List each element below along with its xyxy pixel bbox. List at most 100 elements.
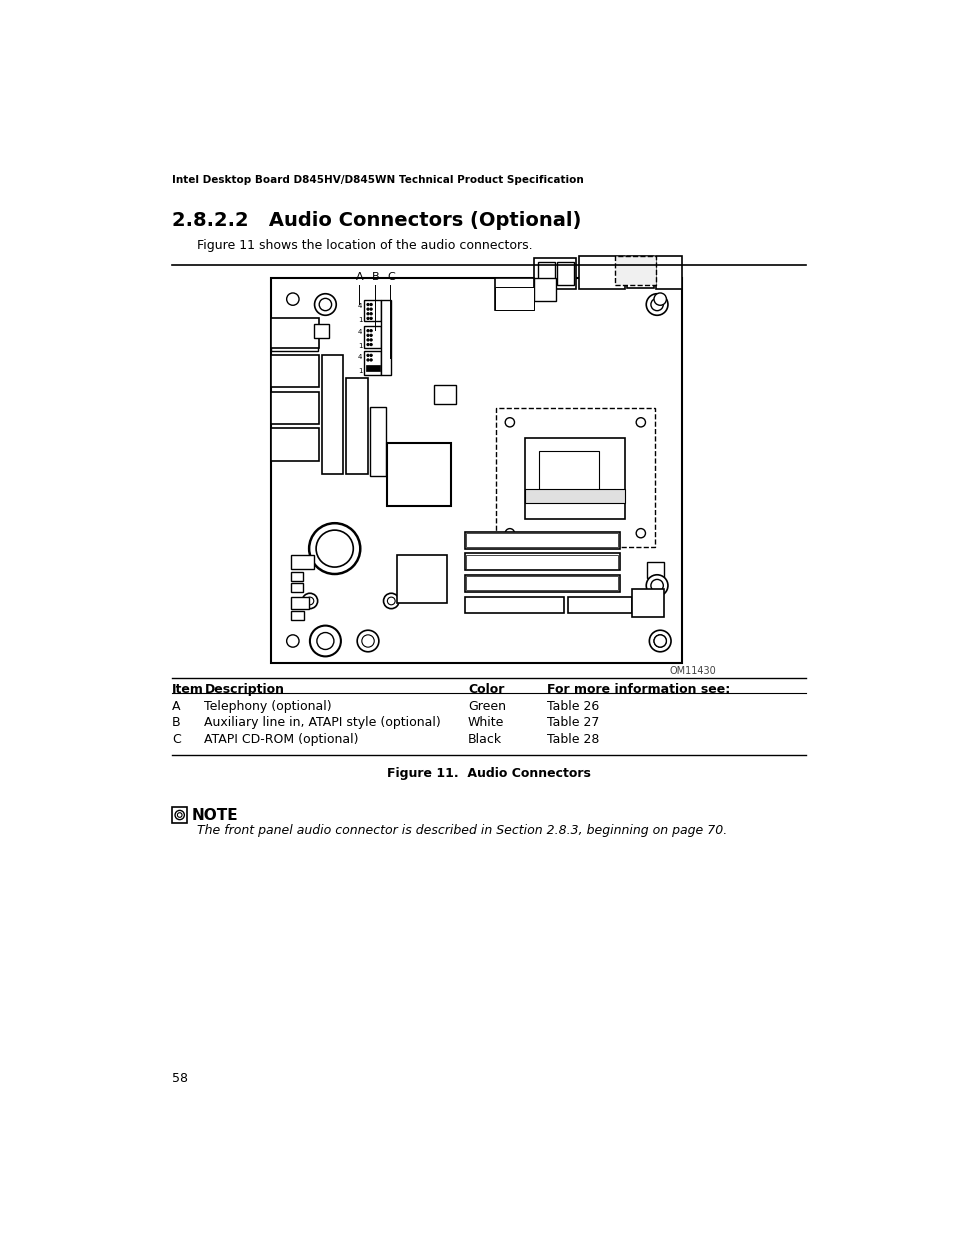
Circle shape bbox=[367, 308, 369, 310]
Text: B: B bbox=[372, 272, 379, 282]
Circle shape bbox=[370, 343, 372, 346]
Bar bbox=[364, 300, 381, 321]
Circle shape bbox=[302, 593, 317, 609]
Bar bbox=[631, 589, 663, 618]
Bar bbox=[466, 534, 618, 547]
Circle shape bbox=[306, 597, 314, 605]
Bar bbox=[381, 300, 390, 375]
Bar bbox=[464, 597, 563, 613]
Circle shape bbox=[361, 635, 374, 647]
Circle shape bbox=[370, 308, 372, 310]
Bar bbox=[291, 611, 304, 620]
Circle shape bbox=[370, 335, 372, 336]
Text: C: C bbox=[387, 272, 395, 282]
Text: Figure 11 shows the location of the audio connectors.: Figure 11 shows the location of the audi… bbox=[196, 240, 532, 252]
Text: B: B bbox=[172, 716, 180, 730]
Text: Figure 11.  Audio Connectors: Figure 11. Audio Connectors bbox=[387, 767, 590, 781]
Circle shape bbox=[310, 626, 340, 656]
Bar bbox=[466, 555, 618, 568]
Bar bbox=[464, 553, 619, 571]
Bar bbox=[655, 256, 681, 289]
Circle shape bbox=[367, 338, 369, 341]
Text: White: White bbox=[468, 716, 504, 730]
Text: 1: 1 bbox=[357, 343, 362, 350]
Circle shape bbox=[319, 299, 332, 311]
Bar bbox=[364, 351, 381, 375]
Text: Color: Color bbox=[468, 683, 504, 695]
Bar bbox=[346, 378, 368, 474]
Text: 4: 4 bbox=[357, 353, 362, 359]
Text: 2.8.2.2   Audio Connectors (Optional): 2.8.2.2 Audio Connectors (Optional) bbox=[172, 211, 580, 231]
Bar bbox=[321, 354, 343, 474]
Bar bbox=[271, 391, 319, 424]
Circle shape bbox=[370, 354, 372, 357]
Text: NOTE: NOTE bbox=[192, 808, 238, 823]
Circle shape bbox=[367, 312, 369, 315]
Circle shape bbox=[505, 417, 514, 427]
Bar bbox=[464, 574, 619, 592]
Circle shape bbox=[367, 330, 369, 332]
Bar bbox=[396, 555, 447, 603]
Text: Telephony (optional): Telephony (optional) bbox=[204, 699, 332, 713]
Circle shape bbox=[367, 335, 369, 336]
Bar bbox=[271, 342, 317, 352]
Bar bbox=[271, 317, 319, 348]
Circle shape bbox=[177, 813, 182, 818]
Bar bbox=[615, 256, 655, 285]
Text: OM11430: OM11430 bbox=[669, 666, 716, 676]
Text: 4: 4 bbox=[357, 330, 362, 335]
Circle shape bbox=[650, 579, 662, 592]
Text: The front panel audio connector is described in Section 2.8.3, beginning on page: The front panel audio connector is descr… bbox=[196, 824, 726, 837]
Circle shape bbox=[645, 294, 667, 315]
Bar bbox=[434, 385, 456, 404]
Bar bbox=[291, 597, 309, 609]
Circle shape bbox=[370, 359, 372, 361]
Bar bbox=[525, 437, 624, 519]
Bar bbox=[291, 583, 303, 593]
Circle shape bbox=[387, 597, 395, 605]
Text: Table 26: Table 26 bbox=[546, 699, 598, 713]
Circle shape bbox=[314, 294, 335, 315]
Text: Black: Black bbox=[468, 734, 501, 746]
Circle shape bbox=[370, 317, 372, 320]
Bar bbox=[495, 287, 534, 310]
Circle shape bbox=[636, 417, 645, 427]
Text: Item: Item bbox=[172, 683, 204, 695]
Bar bbox=[365, 364, 379, 370]
Bar bbox=[291, 572, 303, 580]
Bar bbox=[646, 562, 663, 578]
Circle shape bbox=[654, 293, 666, 305]
Text: Table 27: Table 27 bbox=[546, 716, 598, 730]
Bar bbox=[271, 319, 317, 341]
Circle shape bbox=[370, 304, 372, 306]
Circle shape bbox=[286, 635, 298, 647]
Circle shape bbox=[654, 635, 666, 647]
Text: Green: Green bbox=[468, 699, 505, 713]
Text: For more information see:: For more information see: bbox=[546, 683, 730, 695]
Circle shape bbox=[286, 293, 298, 305]
Text: Intel Desktop Board D845HV/D845WN Technical Product Specification: Intel Desktop Board D845HV/D845WN Techni… bbox=[172, 175, 583, 185]
Bar bbox=[537, 262, 555, 285]
Bar bbox=[271, 278, 681, 662]
Bar bbox=[496, 409, 654, 547]
Bar bbox=[387, 443, 451, 506]
Circle shape bbox=[654, 635, 666, 647]
Circle shape bbox=[370, 330, 372, 332]
Circle shape bbox=[645, 574, 667, 597]
Circle shape bbox=[367, 343, 369, 346]
Bar bbox=[466, 577, 618, 590]
Bar bbox=[626, 256, 654, 272]
Bar bbox=[626, 272, 654, 288]
Bar bbox=[271, 429, 319, 461]
Circle shape bbox=[636, 529, 645, 537]
Circle shape bbox=[383, 593, 398, 609]
Circle shape bbox=[367, 317, 369, 320]
Text: 1: 1 bbox=[357, 368, 362, 374]
Bar bbox=[578, 256, 624, 289]
Bar bbox=[464, 531, 619, 548]
Bar bbox=[291, 555, 314, 568]
Bar bbox=[172, 808, 187, 823]
Circle shape bbox=[370, 338, 372, 341]
Circle shape bbox=[315, 530, 353, 567]
Bar bbox=[364, 326, 381, 347]
